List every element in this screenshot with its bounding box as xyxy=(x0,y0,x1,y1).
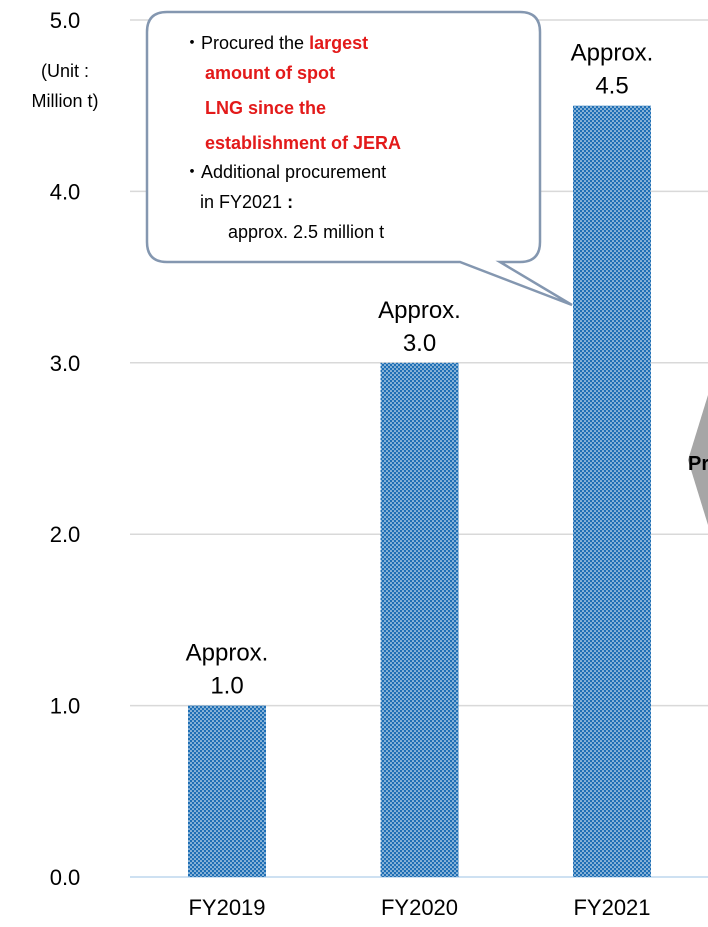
callout-text: amount of spot xyxy=(205,63,335,83)
callout-text: ・Additional procurement xyxy=(183,162,386,182)
bar xyxy=(380,362,459,877)
callout-text: largest xyxy=(309,33,368,53)
data-label: Approx. xyxy=(378,297,461,324)
x-tick-label: FY2021 xyxy=(573,895,650,920)
callout-text: : xyxy=(287,192,293,212)
callout-text: approx. 2.5 million t xyxy=(228,222,384,242)
data-label: 3.0 xyxy=(403,330,436,357)
data-label: 1.0 xyxy=(210,673,243,700)
x-tick-label: FY2019 xyxy=(188,895,265,920)
callout-text: establishment of JERA xyxy=(205,133,401,153)
data-label: Approx. xyxy=(186,640,269,667)
data-label: 4.5 xyxy=(595,73,628,100)
y-tick-label: 0.0 xyxy=(50,865,81,890)
y-tick-label: 2.0 xyxy=(50,522,81,547)
x-tick-label: FY2020 xyxy=(381,895,458,920)
callout-text: LNG since the xyxy=(205,98,326,118)
callout-line: amount of spot xyxy=(205,63,335,83)
y-tick-label: 4.0 xyxy=(50,179,81,204)
callout-line: approx. 2.5 million t xyxy=(228,222,384,242)
unit-label: Million t) xyxy=(31,91,98,111)
callout-line: ・Additional procurement xyxy=(183,162,386,182)
callout-text: ・Procured the xyxy=(183,33,309,53)
edge-shape xyxy=(688,395,708,525)
callout-text: in FY2021 xyxy=(200,192,287,212)
y-tick-label: 3.0 xyxy=(50,351,81,376)
edge-text: Pr xyxy=(688,453,708,475)
y-tick-label: 5.0 xyxy=(50,8,81,33)
bar xyxy=(188,705,266,877)
callout-line: LNG since the xyxy=(205,98,326,118)
y-tick-label: 1.0 xyxy=(50,694,81,719)
callout-line: establishment of JERA xyxy=(205,133,401,153)
callout-line: ・Procured the largest xyxy=(183,33,368,53)
callout-line: in FY2021 : xyxy=(200,192,293,212)
unit-label: (Unit : xyxy=(41,61,89,81)
data-label: Approx. xyxy=(571,40,654,67)
callout-box xyxy=(145,10,573,307)
bar xyxy=(573,105,651,877)
